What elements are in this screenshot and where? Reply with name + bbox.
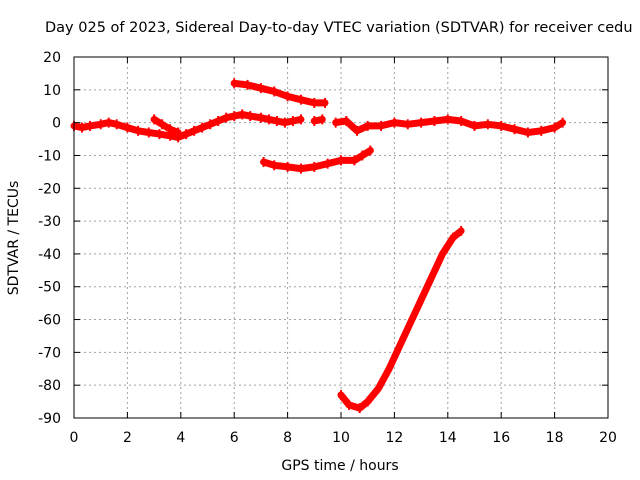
y-tick-label: 20 [43, 50, 61, 66]
series-lower [260, 147, 374, 173]
y-tick-label: -90 [38, 411, 61, 427]
x-tick-label: 14 [439, 430, 457, 446]
series-upper [230, 79, 329, 107]
y-tick-label: 10 [43, 83, 61, 99]
y-tick-label: -10 [38, 148, 61, 164]
y-tick-label: -30 [38, 214, 61, 230]
x-tick-label: 6 [230, 430, 239, 446]
series-short [310, 115, 326, 125]
tick-marks [73, 56, 609, 419]
y-tick-label: -80 [38, 378, 61, 394]
x-tick-label: 4 [176, 430, 185, 446]
y-tick-label: -40 [38, 247, 61, 263]
x-tick-labels: 0 2 4 6 8 10 12 14 16 18 20 [70, 430, 617, 446]
x-tick-label: 18 [546, 430, 564, 446]
y-axis-label: SDTVAR / TECUs [6, 181, 22, 296]
x-tick-label: 20 [599, 430, 617, 446]
series-secondary [150, 115, 182, 136]
y-tick-label: -20 [38, 181, 61, 197]
series-layer [70, 78, 567, 414]
x-tick-label: 12 [385, 430, 403, 446]
y-tick-label: -60 [38, 313, 61, 329]
x-tick-label: 2 [123, 430, 132, 446]
chart-title: Day 025 of 2023, Sidereal Day-to-day VTE… [45, 20, 633, 36]
y-tick-label: -50 [38, 280, 61, 296]
y-tick-label: 0 [52, 116, 61, 132]
x-axis-label: GPS time / hours [281, 458, 398, 474]
grid [74, 57, 608, 418]
x-tick-label: 0 [70, 430, 79, 446]
x-tick-label: 10 [332, 430, 350, 446]
x-tick-label: 8 [283, 430, 292, 446]
x-tick-label: 16 [492, 430, 510, 446]
y-tick-labels: 20 10 0 -10 -20 -30 -40 -50 -60 -70 -80 -90 [38, 50, 61, 427]
y-tick-label: -70 [38, 345, 61, 361]
